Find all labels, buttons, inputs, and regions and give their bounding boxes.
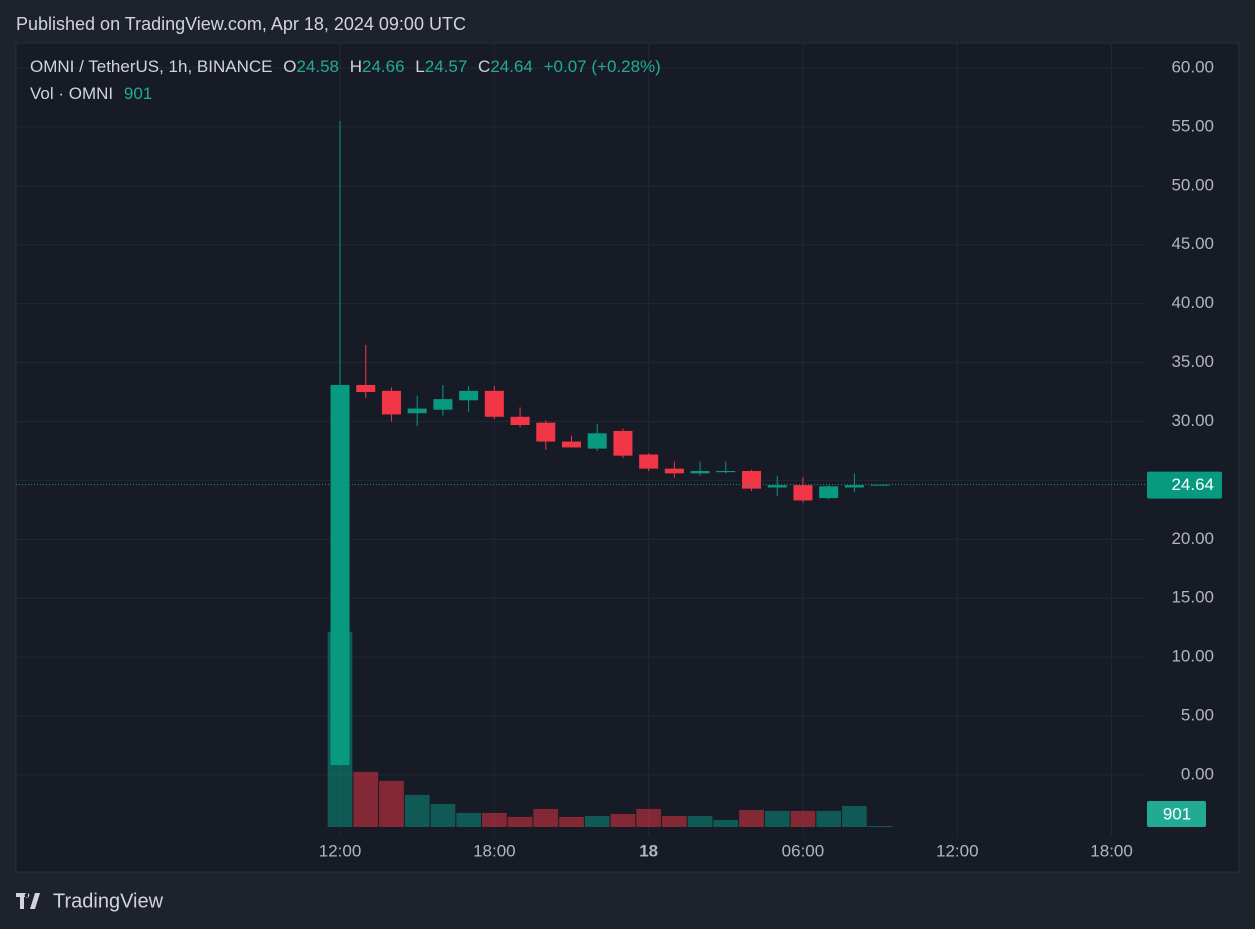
volume-bar — [610, 813, 636, 827]
volume-bar — [533, 808, 559, 827]
candle-body — [510, 416, 530, 426]
volume-bar — [481, 812, 507, 827]
y-tick-label: 15.00 — [1171, 588, 1214, 607]
x-tick-label: 06:00 — [782, 841, 825, 860]
x-tick-label: 18:00 — [473, 841, 516, 860]
legend-high: 24.66 — [362, 57, 405, 76]
volume-bar — [507, 816, 533, 827]
volume-bar — [739, 809, 764, 827]
volume-bar — [662, 815, 687, 827]
y-tick-label: 10.00 — [1171, 647, 1214, 666]
candle-body — [356, 384, 376, 393]
candle-body — [613, 430, 633, 456]
x-tick-label: 12:00 — [936, 841, 979, 860]
candle-body — [664, 468, 684, 474]
volume-bar — [687, 815, 713, 827]
candle-body — [484, 390, 504, 417]
x-tick-label: 18 — [639, 841, 658, 860]
grid — [16, 43, 1145, 836]
volume-bar — [430, 803, 456, 827]
legend-volume-label: Vol · OMNI — [30, 84, 113, 103]
legend-low-label: L — [415, 57, 424, 76]
candle-body — [536, 422, 556, 442]
y-tick-label: 50.00 — [1171, 175, 1214, 194]
candle-body — [459, 390, 479, 401]
legend-open: 24.58 — [296, 57, 339, 76]
legend-change-pct: (+0.28%) — [591, 57, 660, 76]
y-tick-label: 30.00 — [1171, 411, 1214, 430]
volume-bar — [404, 794, 430, 827]
candle-body — [561, 441, 582, 448]
volume-bar — [379, 780, 404, 827]
legend-volume: Vol · OMNI 901 — [30, 84, 152, 103]
y-tick-label: 60.00 — [1171, 57, 1214, 76]
price-label: 24.64 — [1171, 475, 1214, 494]
volume-label: 901 — [1163, 804, 1191, 823]
volume-bar — [713, 819, 739, 827]
volume-bar — [790, 810, 816, 827]
candle-body — [587, 433, 607, 449]
y-tick-label: 5.00 — [1181, 706, 1214, 725]
volume-bar — [584, 815, 610, 827]
logo — [16, 893, 40, 909]
candle-body — [793, 485, 813, 501]
footer-logo: TradingView — [16, 890, 164, 912]
x-tick-label: 18:00 — [1090, 841, 1133, 860]
x-tick-label: 12:00 — [319, 841, 362, 860]
legend-change: +0.07 — [544, 57, 587, 76]
candle-body — [330, 384, 350, 766]
price-label-box — [1147, 471, 1222, 499]
legend-symbol: OMNI / TetherUS, 1h, BINANCE — [30, 57, 272, 76]
legend-open-label: O — [283, 57, 296, 76]
candle-body — [381, 390, 401, 415]
y-tick-label: 40.00 — [1171, 293, 1214, 312]
volume-bar — [867, 825, 893, 827]
volume-bar — [353, 771, 379, 827]
marks — [16, 121, 1145, 827]
candle-body — [433, 399, 453, 410]
candle-body — [407, 408, 427, 414]
candle-body — [844, 485, 864, 488]
volume-bar — [636, 808, 662, 827]
volume-label-box — [1147, 801, 1206, 827]
candle-body — [819, 486, 839, 499]
candle-body — [690, 470, 710, 474]
y-tick-label: 20.00 — [1171, 529, 1214, 548]
y-tick-label: 0.00 — [1181, 765, 1214, 784]
legend-close: 24.64 — [490, 57, 533, 76]
y-tick-label: 55.00 — [1171, 116, 1214, 135]
volume-bar — [456, 812, 481, 827]
volume-bar — [559, 816, 584, 827]
candle-body — [767, 485, 787, 488]
published-header: Published on TradingView.com, Apr 18, 20… — [16, 14, 466, 34]
y-tick-label: 45.00 — [1171, 234, 1214, 253]
candle-body — [716, 470, 736, 473]
legend-low: 24.57 — [425, 57, 468, 76]
candle-body — [639, 454, 659, 469]
legend: OMNI / TetherUS, 1h, BINANCE O24.58 H24.… — [30, 57, 661, 76]
candle-body — [742, 470, 762, 489]
legend-volume-value: 901 — [124, 84, 152, 103]
chart-frame — [15, 42, 1240, 873]
legend-high-label: H — [350, 57, 362, 76]
volume-bar — [842, 805, 867, 827]
y-tick-label: 35.00 — [1171, 352, 1214, 371]
volume-bar — [764, 810, 790, 827]
volume-bar — [816, 810, 842, 827]
legend-close-label: C — [478, 57, 490, 76]
footer-brand: TradingView — [53, 890, 164, 912]
